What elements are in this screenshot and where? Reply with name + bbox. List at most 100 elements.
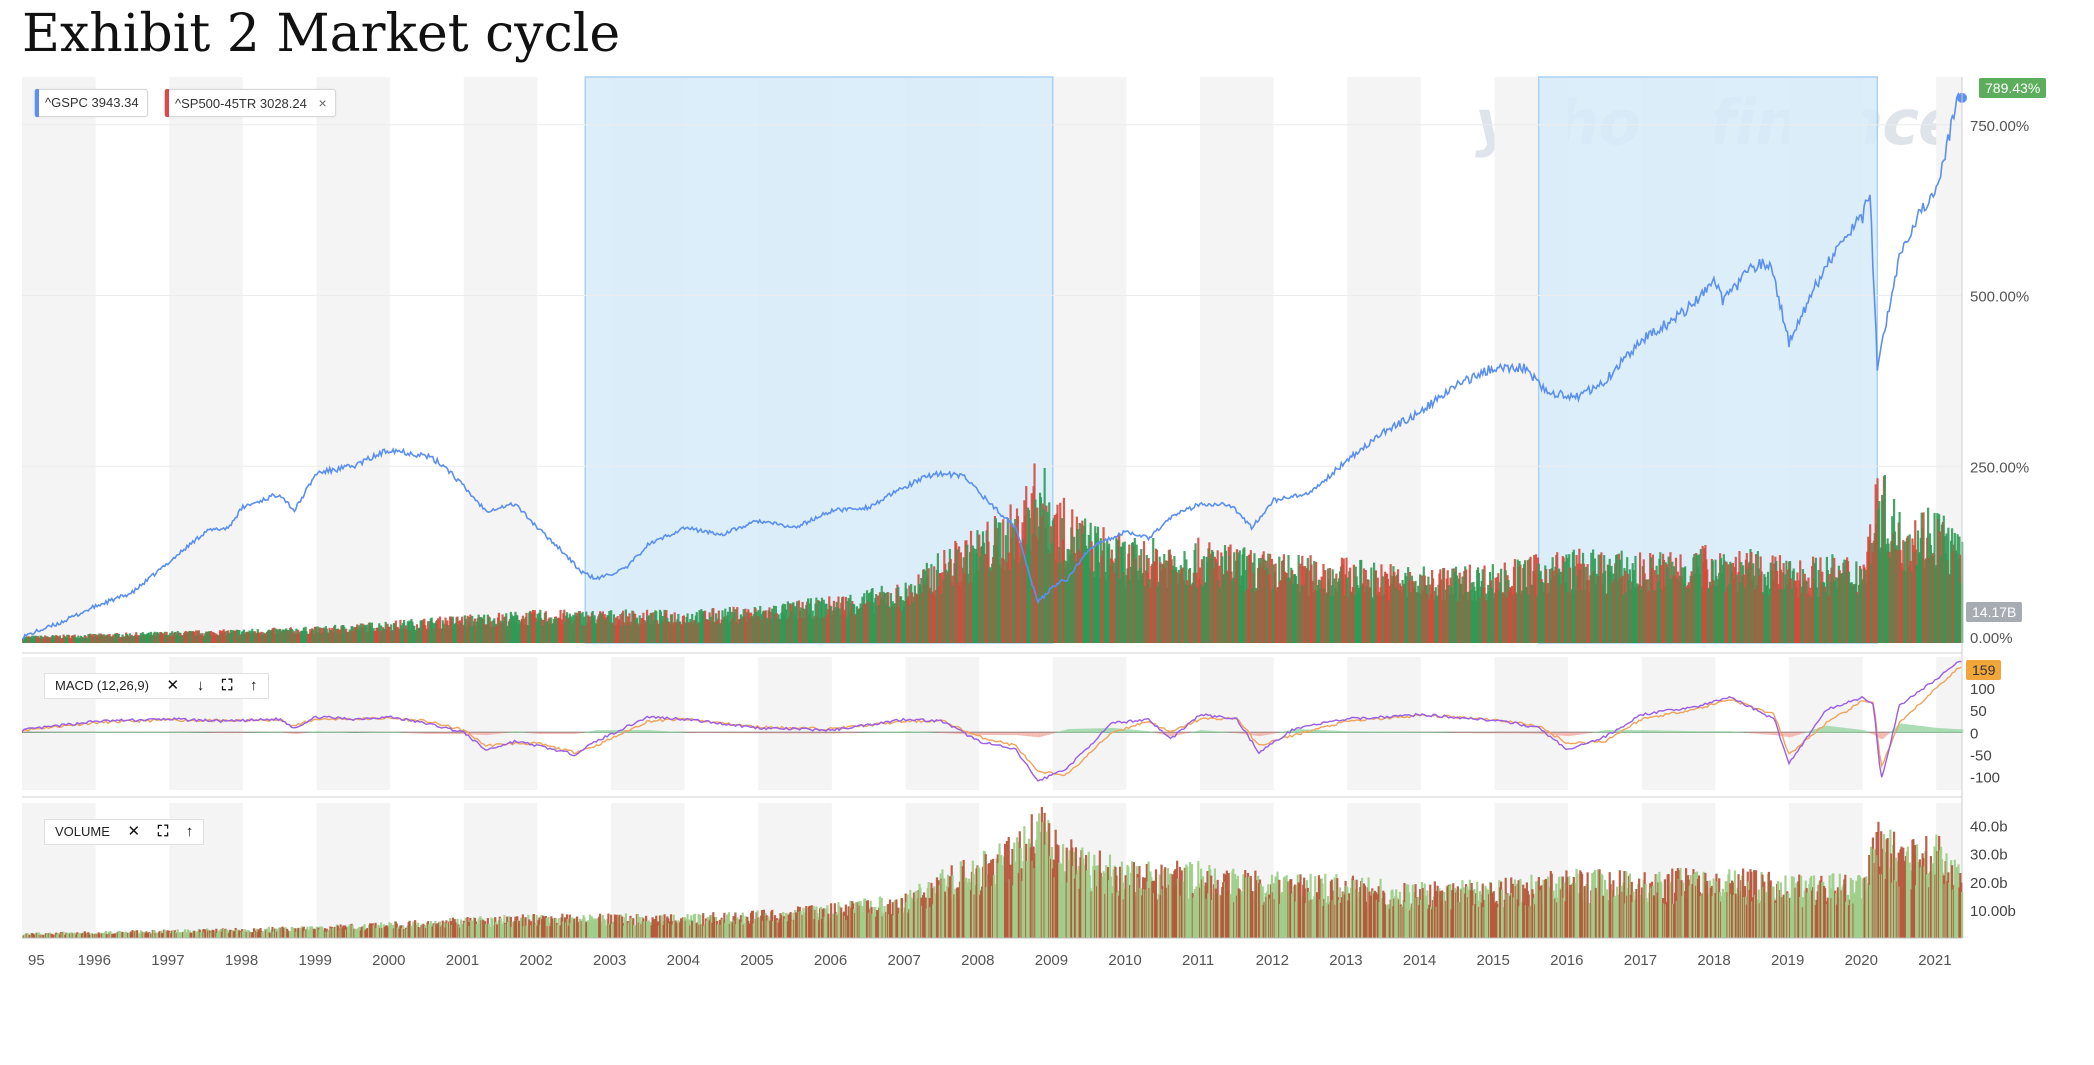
macd-histogram-bar xyxy=(1737,731,1740,733)
macd-histogram-bar xyxy=(1426,732,1429,733)
macd-histogram-bar xyxy=(1678,730,1681,733)
macd-histogram-bar xyxy=(337,731,340,733)
macd-histogram-bar xyxy=(317,731,320,733)
macd-histogram-bar xyxy=(437,732,440,734)
macd-histogram-bar xyxy=(101,731,104,733)
macd-histogram-bar xyxy=(1444,732,1447,733)
macd-histogram-bar xyxy=(76,731,79,733)
macd-histogram-bar xyxy=(1604,730,1607,733)
macd-histogram-bar xyxy=(868,732,871,733)
macd-histogram-bar xyxy=(1566,732,1569,737)
macd-histogram-bar xyxy=(438,732,441,734)
macd-histogram-bar xyxy=(1607,730,1610,733)
macd-histogram-bar xyxy=(92,731,95,733)
macd-histogram-bar xyxy=(1852,728,1855,733)
macd-histogram-bar xyxy=(929,732,932,733)
macd-histogram-bar xyxy=(674,731,677,733)
macd-histogram-bar xyxy=(795,732,798,734)
macd-histogram-bar xyxy=(1766,732,1769,735)
macd-histogram-bar xyxy=(369,732,372,733)
macd-histogram-bar xyxy=(263,732,266,733)
macd-histogram-bar xyxy=(815,732,818,734)
macd-histogram-bar xyxy=(809,732,812,734)
macd-histogram-bar xyxy=(198,732,201,733)
macd-histogram-bar xyxy=(1750,732,1753,734)
macd-histogram-bar xyxy=(1414,731,1417,733)
macd-histogram-bar xyxy=(671,731,674,733)
macd-histogram-bar xyxy=(762,732,765,734)
macd-histogram-bar xyxy=(47,732,50,733)
macd-histogram-bar xyxy=(708,732,711,734)
macd-histogram-bar xyxy=(1172,732,1175,736)
macd-histogram-bar xyxy=(995,732,998,736)
macd-histogram-bar xyxy=(1624,730,1627,733)
macd-histogram-bar xyxy=(381,731,384,733)
year-band xyxy=(758,657,832,790)
macd-histogram-bar xyxy=(186,732,189,733)
macd-histogram-bar xyxy=(1311,729,1314,733)
macd-histogram-bar xyxy=(262,732,265,733)
macd-histogram-bar xyxy=(135,731,138,733)
macd-histogram-bar xyxy=(1498,732,1501,734)
macd-histogram-bar xyxy=(1389,731,1392,733)
macd-histogram-bar xyxy=(1538,732,1541,734)
macd-histogram-bar xyxy=(1864,730,1867,733)
macd-histogram-bar xyxy=(251,732,254,733)
macd-histogram-bar xyxy=(1177,732,1180,735)
macd-histogram-bar xyxy=(1166,732,1169,736)
macd-histogram-bar xyxy=(1902,723,1905,733)
macd-histogram-bar xyxy=(413,732,416,734)
macd-histogram-bar xyxy=(572,732,575,734)
macd-histogram-bar xyxy=(721,732,724,734)
macd-histogram-bar xyxy=(1164,732,1167,736)
macd-histogram-bar xyxy=(376,731,379,733)
macd-histogram-bar xyxy=(1554,732,1557,736)
macd-histogram-bar xyxy=(441,732,444,734)
macd-histogram-bar xyxy=(566,732,569,734)
macd-histogram-bar xyxy=(581,732,584,733)
macd-histogram-bar xyxy=(1500,732,1503,734)
macd-histogram-bar xyxy=(658,730,661,733)
macd-histogram-bar xyxy=(79,731,82,733)
macd-histogram-bar xyxy=(790,732,793,734)
macd-histogram-bar xyxy=(1528,732,1531,734)
macd-histogram-bar xyxy=(778,732,781,734)
macd-histogram-bar xyxy=(647,730,650,733)
macd-histogram-bar xyxy=(603,730,606,733)
macd-histogram-bar xyxy=(796,732,799,734)
macd-histogram-bar xyxy=(416,732,419,734)
macd-histogram-bar xyxy=(1784,732,1787,737)
macd-histogram-bar xyxy=(727,732,730,734)
macd-histogram-bar xyxy=(889,731,892,733)
macd-histogram-bar xyxy=(1252,732,1255,736)
macd-histogram-bar xyxy=(1001,732,1004,736)
macd-histogram-bar xyxy=(912,731,915,733)
macd-histogram-bar xyxy=(1743,732,1746,733)
macd-histogram-bar xyxy=(1700,731,1703,733)
macd-histogram-bar xyxy=(1403,731,1406,733)
macd-histogram-bar xyxy=(1657,730,1660,733)
macd-histogram-bar xyxy=(871,732,874,733)
macd-histogram-bar xyxy=(1469,732,1472,734)
macd-histogram-bar xyxy=(85,731,88,733)
macd-histogram-bar xyxy=(425,732,428,734)
macd-histogram-bar xyxy=(543,732,546,734)
macd-histogram-bar xyxy=(1395,731,1398,733)
macd-histogram-bar xyxy=(294,732,297,734)
macd-histogram-bar xyxy=(562,732,565,734)
macd-histogram-bar xyxy=(594,730,597,733)
macd-histogram-bar xyxy=(510,731,513,733)
macd-histogram-bar xyxy=(1148,731,1151,733)
macd-histogram-bar xyxy=(1138,730,1141,733)
macd-histogram-bar xyxy=(1594,731,1597,733)
macd-histogram-bar xyxy=(1791,732,1794,737)
macd-histogram-bar xyxy=(699,732,702,733)
macd-histogram-bar xyxy=(161,731,164,733)
macd-histogram-bar xyxy=(1819,727,1822,733)
macd-histogram-bar xyxy=(362,732,365,733)
macd-histogram-bar xyxy=(845,732,848,734)
macd-histogram-bar xyxy=(887,731,890,733)
macd-histogram-bar xyxy=(1332,730,1335,733)
gspc-series-line[interactable] xyxy=(21,91,1963,640)
